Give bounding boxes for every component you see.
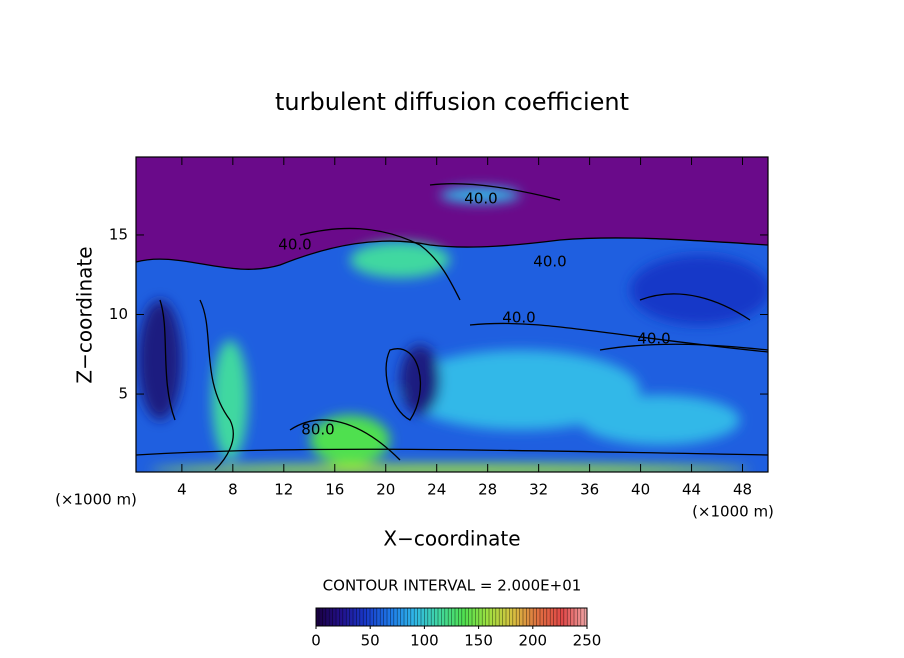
x-tick-label: 28: [478, 481, 497, 499]
contour-label: 40.0: [637, 330, 670, 348]
field: [136, 157, 768, 472]
x-tick-label: 4: [177, 481, 187, 499]
y-axis-label: Z−coordinate: [73, 246, 97, 383]
x-tick-label: 16: [325, 481, 344, 499]
colorbar-tick-label: 200: [518, 632, 547, 650]
x-tick-label: 36: [580, 481, 599, 499]
contour-label: 40.0: [502, 309, 535, 327]
contour-label: 40.0: [533, 253, 566, 271]
colorbar-tick-label: 100: [410, 632, 439, 650]
x-tick-label: 12: [274, 481, 293, 499]
colorbar-tick-label: 50: [361, 632, 380, 650]
contour-label: 80.0: [301, 421, 334, 439]
colorbar-tick-label: 250: [573, 632, 602, 650]
colorbar-tick-label: 150: [464, 632, 493, 650]
x-axis-label: X−coordinate: [383, 527, 520, 551]
contour-label: 40.0: [278, 236, 311, 254]
y-tick-label: 10: [109, 305, 128, 323]
contour-lines: [136, 183, 768, 471]
colorbar-tick-label: 0: [311, 632, 321, 650]
x-tick-label: 24: [427, 481, 446, 499]
x-tick-label: 44: [682, 481, 701, 499]
y-tick-label: 15: [109, 225, 128, 243]
y-unit-label: (×1000 m): [55, 491, 137, 509]
contour-interval: CONTOUR INTERVAL = 2.000E+01: [323, 577, 582, 595]
x-tick-label: 8: [228, 481, 238, 499]
chart-title: turbulent diffusion coefficient: [275, 88, 629, 116]
x-tick-label: 32: [529, 481, 548, 499]
x-tick-label: 20: [376, 481, 395, 499]
x-unit-label: (×1000 m): [692, 503, 774, 521]
contour-label: 40.0: [464, 190, 497, 208]
y-tick-label: 5: [118, 385, 128, 403]
x-tick-label: 40: [631, 481, 650, 499]
x-tick-label: 48: [733, 481, 752, 499]
field-blobs: [138, 187, 768, 472]
